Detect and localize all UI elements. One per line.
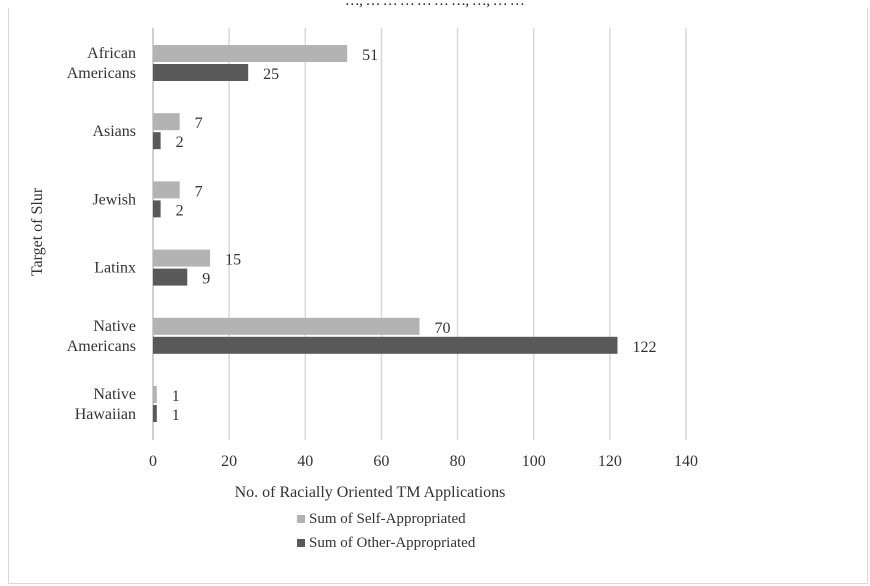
- bar-other-appropriated: [153, 336, 618, 354]
- bar-self-appropriated: [153, 249, 211, 267]
- bar-self-appropriated: [153, 113, 180, 131]
- x-tick-label: 140: [674, 453, 698, 470]
- category-label: African: [87, 45, 136, 62]
- bars: [153, 45, 618, 422]
- legend-swatch: [297, 515, 305, 523]
- category-label: Native: [93, 318, 136, 335]
- data-label: 15: [225, 252, 241, 269]
- data-label: 1: [172, 407, 180, 424]
- category-label: Americans: [67, 338, 136, 355]
- x-tick-label: 40: [297, 453, 313, 470]
- data-label: 70: [435, 320, 451, 337]
- bar-self-appropriated: [153, 181, 180, 199]
- chart-frame: [8, 8, 868, 584]
- x-tick-label: 80: [450, 453, 466, 470]
- legend: Sum of Self-Appropriated Sum of Other-App…: [297, 511, 476, 551]
- data-label: 51: [362, 47, 378, 64]
- bar-self-appropriated: [153, 317, 420, 335]
- category-label: Latinx: [94, 260, 136, 277]
- category-label: Hawaiian: [75, 406, 136, 423]
- x-tick-label: 60: [373, 453, 389, 470]
- data-label: 2: [176, 202, 184, 219]
- category-label: Asians: [92, 123, 136, 140]
- bar-self-appropriated: [153, 45, 348, 62]
- x-tick-label: 20: [221, 453, 237, 470]
- legend-label: Sum of Self-Appropriated: [309, 511, 466, 527]
- data-label: 2: [176, 134, 184, 151]
- y-axis-title: Target of Slur: [29, 187, 46, 276]
- data-label: 9: [202, 271, 210, 288]
- x-tick-label: 0: [149, 453, 157, 470]
- data-label: 122: [632, 339, 656, 356]
- figure-caption-fragment: …, … … … … … …, …, … …: [345, 0, 525, 9]
- category-label: Jewish: [92, 191, 136, 208]
- data-label: 1: [172, 388, 180, 405]
- category-label: Americans: [67, 65, 136, 82]
- bar-other-appropriated: [153, 132, 161, 150]
- category-labels: African Americans Asians Jewish Latinx Native…: [67, 45, 136, 423]
- x-tick-label: 120: [598, 453, 622, 470]
- data-label: 7: [195, 183, 203, 200]
- legend-swatch: [297, 539, 305, 547]
- x-tick-labels: 0 20 40 60 80 100 120 140: [149, 453, 698, 470]
- data-label: 7: [195, 115, 203, 132]
- gridlines: [152, 28, 687, 440]
- category-label: Native: [93, 386, 136, 403]
- bar-other-appropriated: [153, 268, 188, 286]
- x-axis-title: No. of Racially Oriented TM Applications: [235, 484, 506, 501]
- bar-other-appropriated: [153, 405, 157, 422]
- bar-self-appropriated: [153, 386, 157, 403]
- data-label: 25: [263, 66, 279, 83]
- bar-other-appropriated: [153, 200, 161, 218]
- bar-other-appropriated: [153, 64, 249, 81]
- x-tick-label: 100: [522, 453, 546, 470]
- legend-label: Sum of Other-Appropriated: [309, 535, 476, 551]
